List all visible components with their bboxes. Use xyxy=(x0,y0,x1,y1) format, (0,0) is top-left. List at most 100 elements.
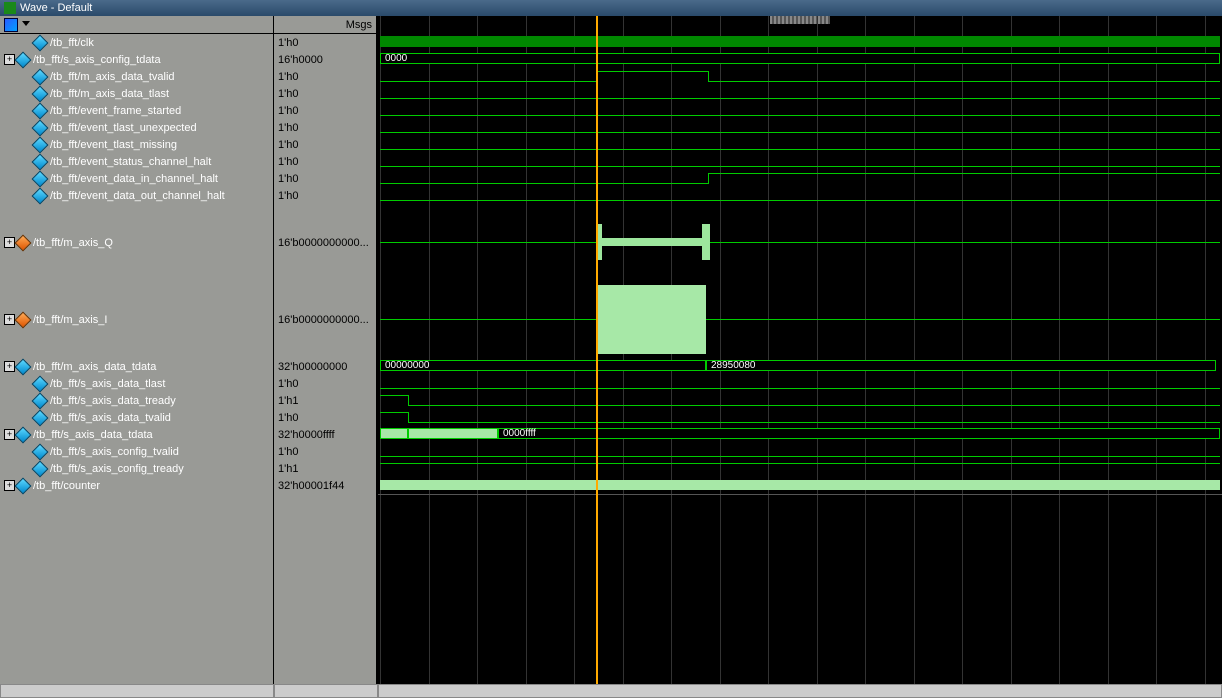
signal-diamond-icon xyxy=(32,119,49,136)
signal-diamond-icon xyxy=(15,234,32,251)
scroll-track-value[interactable] xyxy=(274,684,378,698)
signal-diamond-icon xyxy=(15,358,32,375)
signal-row[interactable]: /tb_fft/s_axis_data_tvalid xyxy=(0,409,273,426)
signal-value: 32'h00001f44 xyxy=(278,480,344,492)
signal-diamond-icon xyxy=(32,375,49,392)
signal-row[interactable]: /tb_fft/s_axis_config_tvalid xyxy=(0,443,273,460)
dropdown-arrow-icon[interactable] xyxy=(22,21,30,29)
wave-signal-row[interactable] xyxy=(378,85,1222,102)
wave-signal-row[interactable] xyxy=(378,119,1222,136)
digital-low xyxy=(380,200,1220,201)
digital-low xyxy=(380,388,1220,389)
msgs-label: Msgs xyxy=(346,19,372,31)
signal-diamond-icon xyxy=(32,170,49,187)
wave-signal-row[interactable] xyxy=(378,136,1222,153)
signal-row[interactable]: /tb_fft/event_data_out_channel_halt xyxy=(0,187,273,204)
signal-row[interactable]: /tb_fft/event_tlast_missing xyxy=(0,136,273,153)
signal-diamond-icon xyxy=(32,102,49,119)
wave-signal-row[interactable] xyxy=(378,409,1222,426)
main-layout: /tb_fft/clk+/tb_fft/s_axis_config_tdata/… xyxy=(0,16,1222,684)
value-row: 1'h0 xyxy=(274,170,376,187)
value-row: 1'h0 xyxy=(274,68,376,85)
signal-row[interactable]: /tb_fft/m_axis_data_tvalid xyxy=(0,68,273,85)
window-title: Wave - Default xyxy=(20,2,92,14)
signal-row[interactable]: +/tb_fft/m_axis_Q xyxy=(0,204,273,281)
signal-diamond-icon xyxy=(32,187,49,204)
scroll-track-signal[interactable] xyxy=(0,684,274,698)
value-row: 1'h0 xyxy=(274,409,376,426)
value-row: 16'h0000 xyxy=(274,51,376,68)
wave-signal-row[interactable]: 0000000028950080 xyxy=(378,358,1222,375)
wave-signal-row[interactable] xyxy=(378,187,1222,204)
signal-value: 1'h0 xyxy=(278,37,298,49)
wave-signal-row[interactable] xyxy=(378,204,1222,281)
signal-row[interactable]: /tb_fft/m_axis_data_tlast xyxy=(0,85,273,102)
wave-signal-row[interactable]: 0000ffff xyxy=(378,426,1222,443)
signal-name: /tb_fft/m_axis_I xyxy=(33,314,107,326)
signal-row[interactable]: /tb_fft/event_status_channel_halt xyxy=(0,153,273,170)
signal-row[interactable]: /tb_fft/s_axis_data_tlast xyxy=(0,375,273,392)
signal-name-column: /tb_fft/clk+/tb_fft/s_axis_config_tdata/… xyxy=(0,16,274,684)
wave-signal-row[interactable] xyxy=(378,102,1222,119)
wave-signal-row[interactable] xyxy=(378,170,1222,187)
signal-value: 1'h0 xyxy=(278,122,298,134)
signal-value: 32'h0000ffff xyxy=(278,429,335,441)
digital-low xyxy=(380,132,1220,133)
wave-signal-row[interactable]: 0000 xyxy=(378,51,1222,68)
signal-name: /tb_fft/event_tlast_missing xyxy=(50,139,177,151)
signal-row[interactable]: /tb_fft/event_frame_started xyxy=(0,102,273,119)
value-row: 1'h0 xyxy=(274,153,376,170)
signal-row[interactable]: /tb_fft/event_data_in_channel_halt xyxy=(0,170,273,187)
signal-menu-icon[interactable] xyxy=(4,18,18,32)
scroll-track-wave[interactable] xyxy=(378,684,1222,698)
signal-diamond-icon xyxy=(32,392,49,409)
signal-name: /tb_fft/s_axis_config_tdata xyxy=(33,54,161,66)
value-row: 1'h0 xyxy=(274,187,376,204)
signal-row[interactable]: /tb_fft/clk xyxy=(0,34,273,51)
value-row: 1'h0 xyxy=(274,119,376,136)
time-cursor[interactable] xyxy=(596,16,598,684)
horizontal-scrollbar[interactable] xyxy=(0,684,1222,698)
value-row: 32'h00001f44 xyxy=(274,477,376,494)
signal-diamond-icon xyxy=(15,477,32,494)
signal-row[interactable]: /tb_fft/event_tlast_unexpected xyxy=(0,119,273,136)
signal-diamond-icon xyxy=(15,51,32,68)
wave-signal-row[interactable] xyxy=(378,375,1222,392)
waveform-area[interactable]: 0000 0000000028950080 0000ffff xyxy=(378,16,1222,684)
signal-value: 32'h00000000 xyxy=(278,361,347,373)
signal-row[interactable]: +/tb_fft/s_axis_data_tdata xyxy=(0,426,273,443)
digital-low xyxy=(380,98,1220,99)
bus-value: 00000000 xyxy=(380,360,706,371)
wave-signal-row[interactable] xyxy=(378,34,1222,51)
bus-value: 0000 xyxy=(380,53,1220,64)
wave-signal-row[interactable] xyxy=(378,281,1222,358)
signal-row[interactable]: +/tb_fft/s_axis_config_tdata xyxy=(0,51,273,68)
signal-name: /tb_fft/m_axis_data_tvalid xyxy=(50,71,175,83)
signal-name: /tb_fft/s_axis_config_tvalid xyxy=(50,446,179,458)
signal-column-header[interactable] xyxy=(0,16,273,34)
signal-value: 1'h1 xyxy=(278,395,298,407)
signal-name: /tb_fft/m_axis_data_tdata xyxy=(33,361,156,373)
value-row: 1'h0 xyxy=(274,102,376,119)
signal-row[interactable]: +/tb_fft/m_axis_data_tdata xyxy=(0,358,273,375)
wave-signal-row[interactable] xyxy=(378,477,1222,494)
signal-name: /tb_fft/s_axis_config_tready xyxy=(50,463,184,475)
signal-name: /tb_fft/s_axis_data_tvalid xyxy=(50,412,171,424)
signal-value: 1'h0 xyxy=(278,105,298,117)
signal-value: 1'h0 xyxy=(278,88,298,100)
wave-signal-row[interactable] xyxy=(378,392,1222,409)
signal-name: /tb_fft/s_axis_data_tlast xyxy=(50,378,165,390)
wave-signal-row[interactable] xyxy=(378,153,1222,170)
signal-value: 1'h0 xyxy=(278,139,298,151)
signal-row[interactable]: +/tb_fft/m_axis_I xyxy=(0,281,273,358)
wave-signal-row[interactable] xyxy=(378,460,1222,477)
signal-name: /tb_fft/s_axis_data_tdata xyxy=(33,429,153,441)
wave-signal-row[interactable] xyxy=(378,443,1222,460)
signal-row[interactable]: +/tb_fft/counter xyxy=(0,477,273,494)
bus-value: 0000ffff xyxy=(498,428,1220,439)
signal-row[interactable]: /tb_fft/s_axis_config_tready xyxy=(0,460,273,477)
signal-row[interactable]: /tb_fft/s_axis_data_tready xyxy=(0,392,273,409)
wave-signal-row[interactable] xyxy=(378,68,1222,85)
digital-low xyxy=(380,149,1220,150)
signal-diamond-icon xyxy=(15,426,32,443)
